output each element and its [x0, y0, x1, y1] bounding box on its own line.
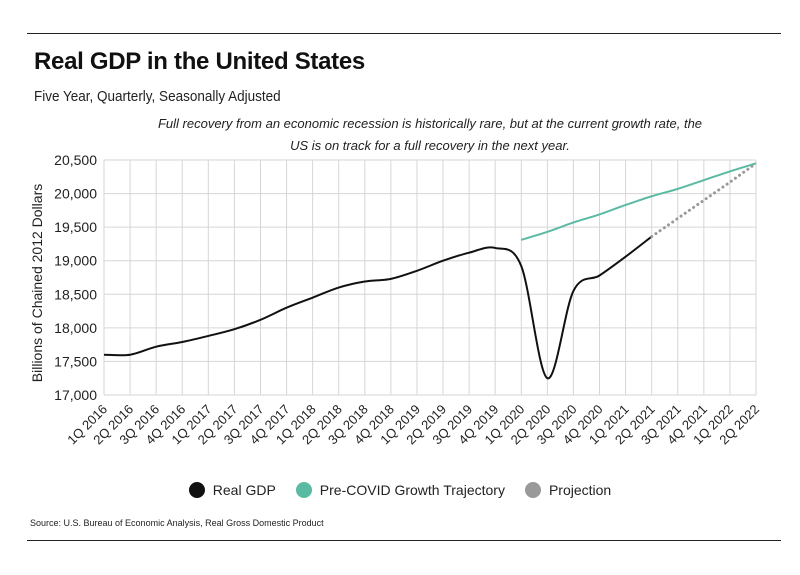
series-line-projection: [650, 161, 758, 239]
chart-grid: [103, 159, 757, 396]
legend-label: Real GDP: [212, 482, 276, 498]
legend-label: Pre-COVID Growth Trajectory: [319, 482, 505, 498]
y-tick-label: 20,500: [54, 152, 97, 168]
chart-subtitle: Five Year, Quarterly, Seasonally Adjuste…: [34, 88, 281, 105]
chart-annotation: Full recovery from an economic recession…: [157, 116, 703, 153]
series-line-real-gdp: [103, 235, 653, 380]
y-tick-label: 17,500: [54, 353, 97, 369]
top-rule: [27, 33, 781, 34]
y-tick-label: 19,000: [54, 253, 97, 269]
y-tick-label: 20,000: [54, 186, 97, 202]
chart-series: [103, 161, 758, 380]
y-tick-label: 18,000: [54, 320, 97, 336]
legend-item-pre-covid-growth-trajectory: Pre-COVID Growth Trajectory: [295, 482, 505, 498]
legend-swatch: [295, 482, 312, 498]
legend-swatch: [524, 482, 541, 498]
bottom-rule: [27, 540, 781, 541]
y-tick-label: 18,500: [54, 286, 97, 302]
chart-title: Real GDP in the United States: [34, 48, 365, 75]
legend-item-projection: Projection: [524, 482, 612, 498]
legend-swatch: [188, 482, 205, 498]
series-line-pre-covid-growth-trajectory: [520, 162, 757, 241]
y-tick-label: 17,000: [54, 387, 97, 403]
gdp-line-chart: 17,000 17,500 18,000 18,500 19,000 19,500 20,0…: [29, 152, 762, 448]
y-tick-label: 19,500: [54, 219, 97, 235]
legend-label: Projection: [548, 482, 612, 498]
legend-item-real-gdp: Real GDP: [188, 482, 276, 498]
chart-legend: Real GDP Pre-COVID Growth Trajectory Proje…: [0, 482, 800, 498]
y-axis-title: Billions of Chained 2012 Dollars: [29, 184, 45, 382]
y-axis-ticks: 17,000 17,500 18,000 18,500 19,000 19,500 20,0…: [54, 152, 97, 403]
source-note: Source: U.S. Bureau of Economic Analysis…: [30, 518, 324, 528]
